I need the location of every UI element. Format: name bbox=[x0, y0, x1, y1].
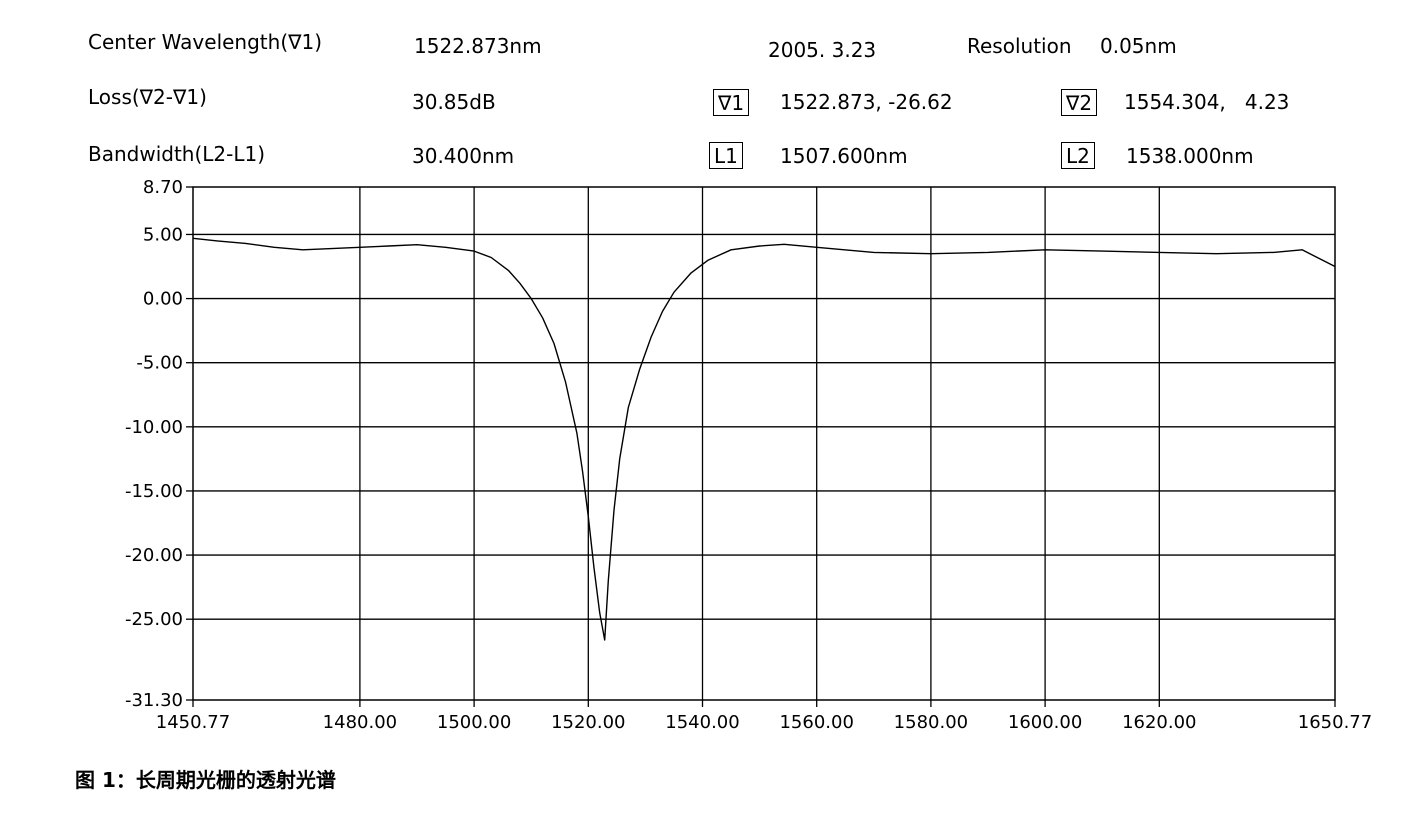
marker-v1-value: 1522.873, -26.62 bbox=[780, 90, 953, 114]
marker-v2-tag: ∇2 bbox=[1061, 89, 1098, 116]
transmission-line bbox=[192, 237, 1336, 641]
marker-l1-value: 1507.600nm bbox=[780, 144, 908, 168]
marker-v2-value: 1554.304, 4.23 bbox=[1124, 90, 1290, 114]
y-tick-label: -5.00 bbox=[136, 353, 183, 374]
bandwidth-value: 30.400nm bbox=[412, 144, 515, 168]
bandwidth-label: Bandwidth(L2-L1) bbox=[88, 142, 266, 166]
y-tick-label: 5.00 bbox=[143, 224, 183, 245]
marker-v1-tag: ∇1 bbox=[713, 89, 750, 116]
center-wavelength-label: Center Wavelength(∇1) bbox=[88, 30, 323, 54]
x-tick-label: 1580.00 bbox=[894, 712, 968, 733]
y-tick-label: -31.30 bbox=[125, 690, 183, 711]
marker-l1-tag: L1 bbox=[709, 142, 743, 169]
marker-l2-value: 1538.000nm bbox=[1126, 144, 1254, 168]
figure-caption: 图 1：长周期光栅的透射光谱 bbox=[75, 768, 336, 792]
spectrum-chart: 1450.77 1480.00 1500.00 1520.00 1540.00 1560.… bbox=[125, 177, 1372, 733]
x-tick-label: 1450.77 bbox=[156, 712, 230, 733]
y-tick-label: -10.00 bbox=[125, 417, 183, 438]
date-text: 2005. 3.23 bbox=[768, 38, 877, 62]
center-wavelength-value: 1522.873nm bbox=[414, 34, 542, 58]
x-tick-label: 1560.00 bbox=[779, 712, 853, 733]
y-tick-label: -25.00 bbox=[125, 609, 183, 630]
x-tick-label: 1480.00 bbox=[323, 712, 397, 733]
x-tick-label: 1540.00 bbox=[665, 712, 739, 733]
resolution-label: Resolution bbox=[967, 34, 1072, 58]
x-tick-label: 1500.00 bbox=[437, 712, 511, 733]
y-tick-label: -20.00 bbox=[125, 545, 183, 566]
x-tick-label: 1520.00 bbox=[551, 712, 625, 733]
y-tick-label: 8.70 bbox=[143, 177, 183, 198]
plot-frame bbox=[192, 186, 1336, 701]
x-tick-label: 1600.00 bbox=[1008, 712, 1082, 733]
loss-label: Loss(∇2-∇1) bbox=[88, 85, 207, 109]
loss-value: 30.85dB bbox=[412, 90, 496, 114]
y-tick-label: -15.00 bbox=[125, 481, 183, 502]
x-tick-label: 1620.00 bbox=[1122, 712, 1196, 733]
marker-l2-tag: L2 bbox=[1061, 142, 1095, 169]
y-tick-label: 0.00 bbox=[143, 289, 183, 310]
x-tick-label: 1650.77 bbox=[1298, 712, 1372, 733]
resolution-value: 0.05nm bbox=[1100, 34, 1177, 58]
